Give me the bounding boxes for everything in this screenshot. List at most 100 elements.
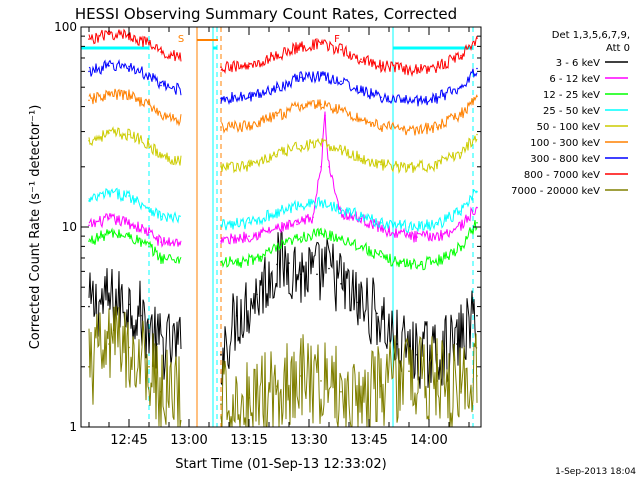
data-point bbox=[220, 66, 222, 68]
data-point bbox=[300, 45, 302, 48]
data-point bbox=[276, 263, 278, 266]
data-point bbox=[408, 69, 410, 71]
data-point bbox=[276, 385, 278, 388]
data-point bbox=[436, 163, 438, 166]
series-25-50-kev bbox=[88, 187, 478, 234]
data-point bbox=[380, 222, 382, 224]
data-point bbox=[160, 155, 162, 158]
data-point bbox=[476, 95, 478, 98]
data-point bbox=[148, 366, 150, 368]
data-point bbox=[460, 224, 462, 227]
data-point bbox=[296, 223, 298, 226]
data-point bbox=[360, 58, 362, 60]
data-point bbox=[340, 109, 342, 111]
x-tick-label: 13:15 bbox=[230, 433, 267, 448]
x-tick-label: 13:00 bbox=[170, 433, 207, 448]
data-point bbox=[300, 144, 302, 147]
data-point bbox=[360, 90, 362, 92]
data-point bbox=[376, 312, 378, 315]
data-point bbox=[408, 370, 410, 373]
data-point bbox=[236, 314, 238, 317]
data-point bbox=[288, 262, 290, 264]
data-point bbox=[476, 314, 478, 317]
data-point bbox=[128, 65, 130, 68]
data-point bbox=[324, 114, 326, 117]
data-point bbox=[320, 75, 322, 77]
data-point bbox=[160, 114, 162, 117]
data-point bbox=[440, 258, 442, 261]
segment-label-s: S bbox=[178, 34, 184, 45]
data-point bbox=[220, 126, 222, 129]
x-tick-label: 13:30 bbox=[290, 433, 327, 448]
series-300-800-kev bbox=[88, 59, 478, 107]
x-axis-label: Start Time (01-Sep-13 12:33:02) bbox=[175, 457, 386, 472]
data-point bbox=[248, 222, 250, 224]
data-point bbox=[248, 164, 250, 167]
series-trace bbox=[88, 227, 182, 264]
data-point bbox=[360, 397, 362, 399]
data-point bbox=[276, 86, 278, 88]
data-point bbox=[148, 103, 150, 106]
data-point bbox=[360, 245, 362, 248]
data-point bbox=[148, 206, 150, 209]
data-point bbox=[400, 262, 402, 264]
data-point bbox=[108, 33, 110, 35]
data-point bbox=[320, 202, 322, 204]
data-point bbox=[160, 257, 162, 259]
data-point bbox=[360, 157, 362, 160]
data-point bbox=[88, 38, 90, 40]
data-point bbox=[108, 299, 110, 302]
series-lines bbox=[88, 28, 478, 428]
legend-entry-label: 25 - 50 keV bbox=[543, 106, 600, 117]
y-tick-label: 10 bbox=[62, 220, 77, 234]
data-point bbox=[88, 366, 90, 368]
data-point bbox=[148, 245, 150, 248]
data-point bbox=[316, 273, 318, 276]
data-point bbox=[416, 353, 418, 356]
data-point bbox=[320, 103, 322, 106]
data-point bbox=[220, 261, 222, 263]
series-trace bbox=[88, 213, 182, 248]
data-point bbox=[380, 65, 382, 67]
legend-entry-label: 800 - 7000 keV bbox=[524, 170, 600, 181]
series-100-300-kev bbox=[88, 88, 478, 136]
legend-title-line: Att 0 bbox=[606, 43, 630, 54]
data-point bbox=[300, 76, 302, 79]
data-point bbox=[108, 132, 110, 134]
data-point bbox=[88, 224, 90, 227]
series-trace bbox=[88, 59, 182, 96]
series-trace bbox=[88, 88, 182, 127]
data-point bbox=[108, 232, 110, 235]
y-axis-ticks: 1 10 100 bbox=[54, 20, 481, 434]
data-point bbox=[340, 391, 342, 393]
data-point bbox=[320, 143, 322, 145]
series-trace bbox=[220, 188, 478, 234]
data-point bbox=[436, 126, 438, 129]
series-trace bbox=[88, 187, 182, 224]
data-point bbox=[460, 113, 462, 116]
data-point bbox=[340, 207, 342, 210]
series-trace bbox=[220, 94, 478, 136]
data-point bbox=[416, 236, 418, 238]
legend-title-line: Det 1,3,5,6,7,9, bbox=[552, 30, 630, 41]
series-50-100-kev bbox=[88, 126, 478, 175]
data-point bbox=[476, 133, 478, 136]
data-point bbox=[476, 37, 478, 39]
data-point bbox=[260, 255, 262, 258]
data-point bbox=[128, 94, 130, 97]
data-point bbox=[276, 211, 278, 214]
data-point bbox=[160, 241, 162, 243]
data-point bbox=[88, 139, 90, 142]
data-point bbox=[128, 222, 130, 224]
series-trace bbox=[220, 111, 478, 245]
data-point bbox=[160, 84, 162, 87]
series-3-6-kev bbox=[88, 229, 478, 389]
data-point bbox=[148, 143, 150, 145]
data-point bbox=[408, 129, 410, 131]
data-point bbox=[320, 380, 322, 382]
x-axis-ticks: 12:45 13:00 13:15 13:30 13:45 14:00 bbox=[88, 27, 470, 448]
series-trace bbox=[220, 35, 478, 77]
data-point bbox=[128, 235, 130, 237]
